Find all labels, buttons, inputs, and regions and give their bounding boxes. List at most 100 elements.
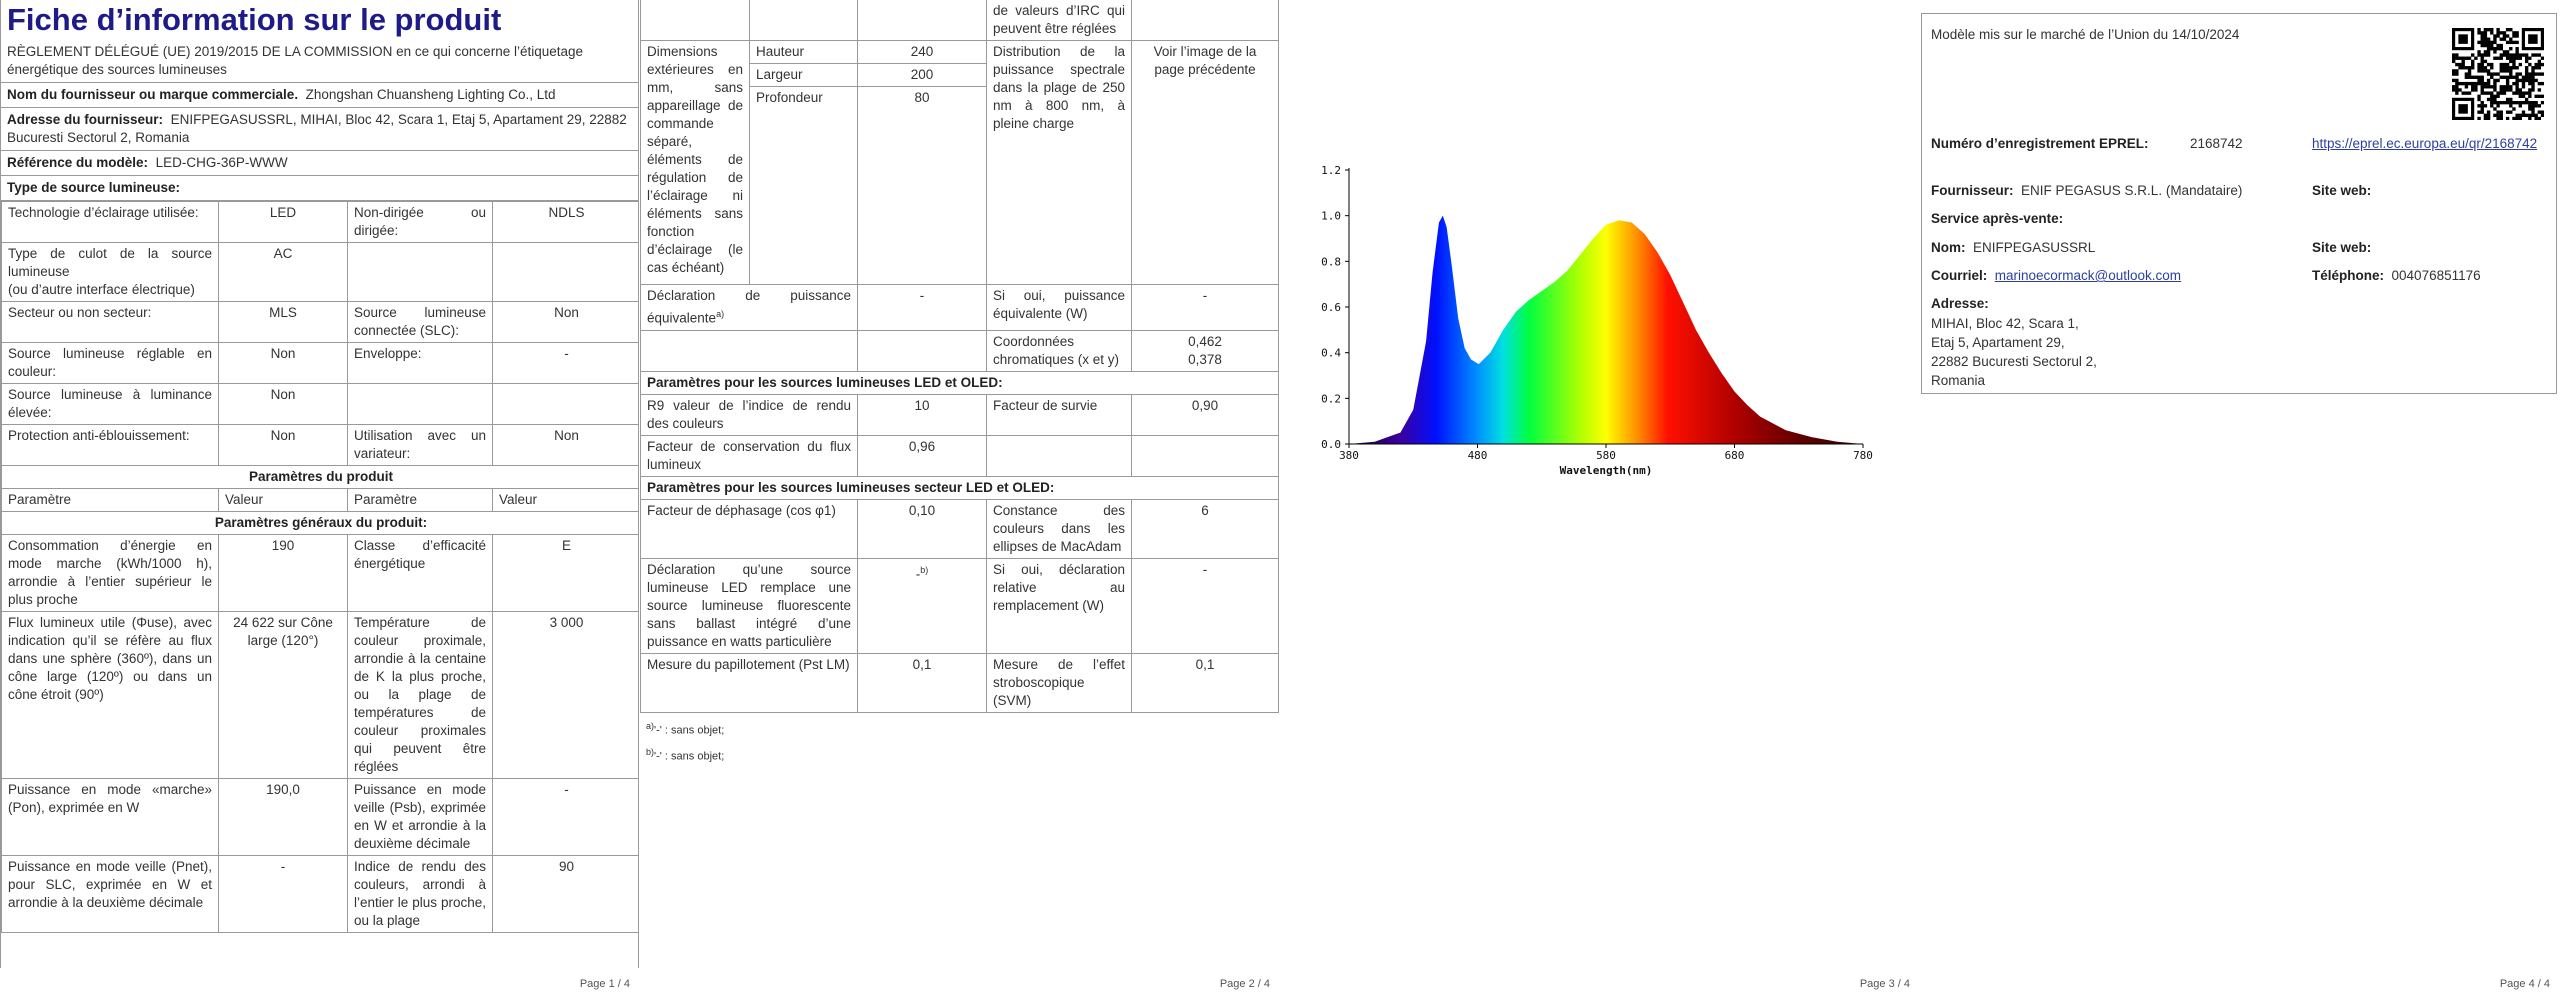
- cell: 200: [857, 63, 987, 87]
- page-number: Page 1 / 4: [579, 978, 630, 990]
- cell: -: [492, 342, 638, 384]
- email-link[interactable]: marinoecormack@outlook.com: [1994, 268, 2182, 283]
- qr-module: [2515, 81, 2519, 86]
- qr-module: [2486, 81, 2491, 86]
- qr-module: [2524, 75, 2529, 79]
- qr-module: [2509, 56, 2513, 60]
- qr-module: [2483, 59, 2488, 64]
- qr-module: [2531, 72, 2535, 76]
- page-number: Page 4 / 4: [2499, 978, 2550, 990]
- qr-module: [2524, 91, 2529, 95]
- qr-module: [2471, 59, 2475, 64]
- qr-module: [2502, 100, 2507, 105]
- cell: Profondeur: [749, 86, 858, 285]
- qr-module: [2471, 62, 2475, 67]
- qr-module: [2461, 66, 2465, 70]
- eprel-link[interactable]: https://eprel.ec.europa.eu/qr/2168742: [2312, 136, 2538, 151]
- page-1: Fiche d’information sur le produit RÈGLE…: [0, 0, 639, 968]
- qr-module: [2540, 113, 2544, 118]
- qr-module: [2480, 34, 2484, 38]
- label: Téléphone:: [2312, 268, 2385, 283]
- y-tick-label: 0.8: [1321, 255, 1341, 268]
- qr-module: [2499, 116, 2503, 120]
- qr-module: [2486, 50, 2491, 54]
- cell: Coordonnées chromatiques (x et y): [986, 329, 1132, 372]
- qr-module: [2483, 50, 2488, 54]
- tr: Secteur ou non secteur: MLS Source lumineu…: [1, 301, 638, 343]
- qr-module: [2486, 116, 2491, 120]
- qr-module: [2483, 91, 2488, 95]
- x-tick-label: 680: [1725, 449, 1745, 462]
- qr-module: [2499, 62, 2503, 67]
- qr-module: [2499, 85, 2503, 89]
- qr-module: [2509, 110, 2513, 114]
- cell: [492, 383, 638, 425]
- qr-module: [2474, 88, 2478, 92]
- page-number: Page 2 / 4: [1219, 978, 1270, 990]
- qr-module: [2528, 88, 2532, 92]
- cell: 90: [492, 855, 638, 933]
- qr-module: [2480, 100, 2484, 105]
- div: Nom: ENIFPEGASUSSRL: [1931, 239, 2095, 257]
- qr-module: [2518, 91, 2522, 95]
- qr-module: [2534, 72, 2538, 76]
- qr-module: [2483, 28, 2488, 32]
- qr-module: [2505, 40, 2510, 45]
- cell: Déclaration qu’une source lumineuse LED …: [640, 557, 858, 654]
- qr-module: [2512, 53, 2516, 57]
- qr-module: [2502, 85, 2507, 89]
- qr-module: [2534, 113, 2538, 118]
- page-number: Page 3 / 4: [1859, 978, 1910, 990]
- cell: Source lumineuse connectée (SLC):: [347, 301, 493, 343]
- qr-module: [2528, 81, 2532, 86]
- qr-module: [2505, 34, 2510, 38]
- cell: -: [492, 778, 638, 856]
- qr-module: [2512, 75, 2516, 79]
- cell: 24 622 sur Cône large (120°): [218, 611, 348, 779]
- title: Fiche d’information sur le produit: [7, 2, 502, 37]
- x-tick-label: 480: [1468, 449, 1488, 462]
- qr-module: [2502, 50, 2507, 54]
- qr-module: [2512, 66, 2516, 70]
- qr-module: [2480, 104, 2484, 108]
- cell: de valeurs d’IRC qui peuvent être réglée…: [986, 0, 1132, 41]
- label: Référence du modèle:: [7, 155, 149, 170]
- value: 0,378: [1188, 351, 1222, 367]
- qr-module: [2518, 72, 2522, 76]
- qr-module: [2540, 56, 2544, 60]
- qr-module: [2493, 40, 2497, 45]
- qr-module: [2464, 56, 2469, 60]
- cell: Technologie d’éclairage utilisée:: [1, 201, 219, 243]
- qr-module: [2509, 104, 2513, 108]
- qr-module: [2528, 104, 2532, 108]
- tr: R9 valeur de l’indice de rendu des coule…: [640, 393, 1279, 436]
- qr-module: [2496, 47, 2500, 51]
- qr-module: [2493, 50, 2497, 54]
- qr-module: [2486, 43, 2491, 48]
- footnote-mark: a): [646, 720, 655, 731]
- qr-module: [2458, 62, 2462, 67]
- qr-module: [2531, 53, 2535, 57]
- cell: 0,90: [1131, 393, 1279, 436]
- qr-module: [2521, 113, 2526, 118]
- qr-module: [2477, 81, 2481, 86]
- cell: Température de couleur proximale, arrond…: [347, 611, 493, 779]
- qr-module: [2480, 110, 2484, 114]
- qr-module: [2464, 66, 2469, 70]
- qr-module: [2524, 69, 2529, 73]
- qr-module: [2518, 78, 2522, 83]
- tr: Type de culot de la source lumineuse (ou …: [1, 242, 638, 302]
- qr-module: [2471, 88, 2475, 92]
- page-3: 0.0 0.2 0.4 0.6 0.8 1.0 1.2 380 480 580 680 780 Wave…: [1280, 0, 1919, 968]
- qr-module: [2490, 85, 2494, 89]
- cell-note: (ou d’autre interface électrique): [8, 282, 195, 297]
- qr-module: [2515, 40, 2519, 45]
- cell: Puissance en mode veille (Pnet), pour SL…: [1, 855, 219, 933]
- cell: 0,1: [1131, 652, 1279, 713]
- div: Courriel: marinoecormack@outlook.com: [1931, 267, 2181, 285]
- qr-module: [2515, 100, 2519, 105]
- qr-module: [2493, 113, 2497, 118]
- cell: 0,462 0,378: [1131, 329, 1279, 372]
- qr-module: [2512, 81, 2516, 86]
